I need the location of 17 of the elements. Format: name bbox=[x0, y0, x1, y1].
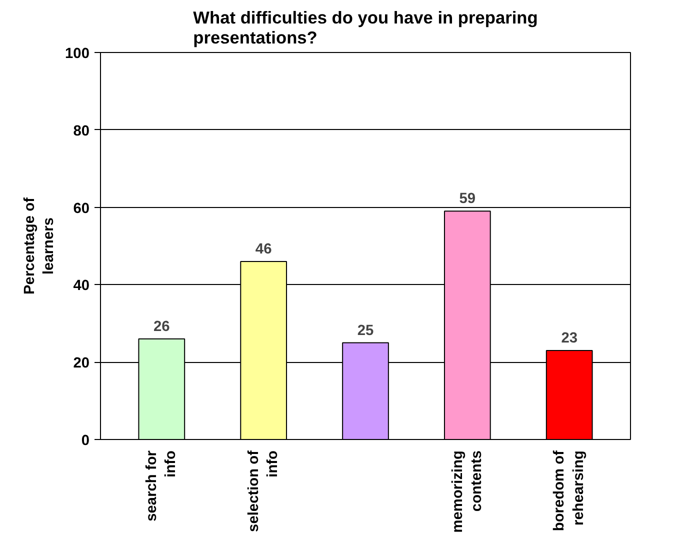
x-tick-label: selection of info bbox=[246, 450, 282, 532]
y-tick-label: 0 bbox=[81, 433, 90, 449]
chart-title: What difficulties do you have in preparing presentations? bbox=[193, 8, 538, 48]
x-tick-label: search for info bbox=[144, 450, 180, 522]
data-label: 46 bbox=[255, 241, 272, 258]
data-label: 23 bbox=[561, 330, 578, 346]
data-label: 59 bbox=[459, 191, 476, 208]
y-tick-label: 40 bbox=[73, 278, 90, 294]
data-label: 26 bbox=[154, 318, 170, 335]
y-tick-label: 60 bbox=[73, 200, 90, 217]
y-axis-title: Percentage of learners bbox=[22, 197, 58, 294]
x-tick-label: boredom of rehearsing bbox=[552, 450, 587, 532]
y-tick-label: 20 bbox=[73, 356, 90, 372]
data-label: 25 bbox=[357, 322, 374, 339]
y-tick-label: 80 bbox=[73, 123, 90, 140]
x-tick-label: memorizing contents bbox=[450, 450, 486, 533]
y-tick-label: 100 bbox=[65, 46, 90, 62]
